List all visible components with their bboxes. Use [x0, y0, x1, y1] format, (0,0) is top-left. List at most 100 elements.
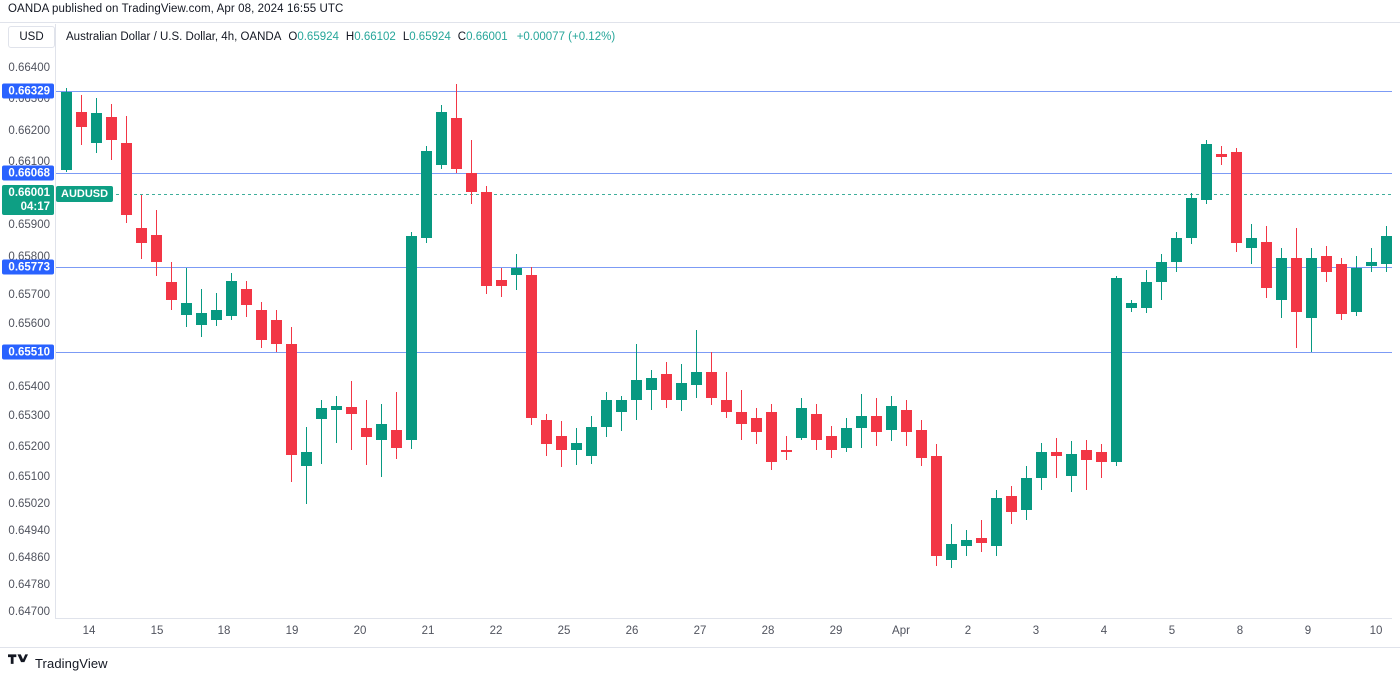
candle-body[interactable] — [1051, 452, 1062, 456]
candle-body[interactable] — [286, 344, 297, 455]
candle-body[interactable] — [166, 282, 177, 300]
candle-body[interactable] — [1351, 268, 1362, 312]
candle-body[interactable] — [1021, 478, 1032, 510]
price-line-0.66329[interactable] — [56, 91, 1392, 92]
candle-body[interactable] — [1321, 256, 1332, 272]
candle-body[interactable] — [1171, 238, 1182, 262]
candle-body[interactable] — [1366, 262, 1377, 266]
candle-body[interactable] — [346, 407, 357, 414]
candle-body[interactable] — [1096, 452, 1107, 462]
candle-body[interactable] — [61, 92, 72, 170]
candle-body[interactable] — [256, 310, 267, 340]
candle-body[interactable] — [91, 113, 102, 143]
candle-body[interactable] — [226, 281, 237, 316]
candle-body[interactable] — [331, 406, 342, 410]
candle-body[interactable] — [871, 416, 882, 432]
candle-body[interactable] — [556, 436, 567, 450]
candle-body[interactable] — [406, 236, 417, 440]
candle-body[interactable] — [466, 173, 477, 192]
candle-body[interactable] — [676, 383, 687, 400]
candle-body[interactable] — [181, 303, 192, 315]
candle-body[interactable] — [121, 143, 132, 215]
price-line-badge[interactable]: 0.65773 — [2, 259, 54, 275]
candle-body[interactable] — [736, 412, 747, 424]
candle-body[interactable] — [1306, 258, 1317, 318]
candle-body[interactable] — [856, 416, 867, 428]
price-axis[interactable]: 0.66400 0.66300 0.66200 0.66100 0.65900 0.658… — [0, 49, 56, 618]
candle-body[interactable] — [751, 418, 762, 432]
price-line-0.66068[interactable] — [56, 173, 1392, 174]
chart-plot-area[interactable]: AUDUSD — [56, 49, 1392, 617]
candle-body[interactable] — [706, 372, 717, 398]
candle-body[interactable] — [661, 374, 672, 400]
candle-body[interactable] — [421, 151, 432, 238]
candle-body[interactable] — [931, 456, 942, 556]
candle-body[interactable] — [1231, 152, 1242, 243]
candle-body[interactable] — [1291, 258, 1302, 312]
candle-body[interactable] — [796, 408, 807, 438]
candle-body[interactable] — [196, 313, 207, 325]
symbol-tag[interactable]: AUDUSD — [56, 186, 114, 202]
legend-symbol-description[interactable]: Australian Dollar / U.S. Dollar, 4h, OAN… — [66, 31, 282, 43]
candle-body[interactable] — [976, 538, 987, 543]
candle-body[interactable] — [1156, 262, 1167, 282]
time-axis[interactable]: 14 15 18 19 20 21 22 25 26 27 28 29 Apr 2 3 4 5 8 9 10 — [56, 619, 1392, 645]
candle-body[interactable] — [1201, 144, 1212, 200]
candle-body[interactable] — [451, 118, 462, 169]
candle-body[interactable] — [1006, 496, 1017, 512]
candle-body[interactable] — [631, 380, 642, 400]
candle-body[interactable] — [961, 540, 972, 546]
candle-body[interactable] — [886, 406, 897, 430]
candle-body[interactable] — [841, 428, 852, 448]
candle-body[interactable] — [211, 310, 222, 320]
candle-body[interactable] — [766, 412, 777, 462]
candle-body[interactable] — [481, 192, 492, 286]
current-price-badge[interactable]: 0.66001 04:17 — [2, 185, 54, 215]
candle-body[interactable] — [916, 430, 927, 458]
price-line-badge[interactable]: 0.66068 — [2, 165, 54, 181]
candle-body[interactable] — [151, 235, 162, 262]
candle-body[interactable] — [991, 498, 1002, 546]
candle-body[interactable] — [301, 452, 312, 466]
candle-body[interactable] — [541, 420, 552, 444]
candle-body[interactable] — [691, 372, 702, 385]
candle-body[interactable] — [241, 289, 252, 305]
candle-body[interactable] — [1126, 303, 1137, 308]
candle-body[interactable] — [436, 112, 447, 165]
candle-body[interactable] — [271, 320, 282, 344]
candle-body[interactable] — [1036, 452, 1047, 478]
candle-body[interactable] — [1066, 454, 1077, 476]
price-line-badge[interactable]: 0.66329 — [2, 83, 54, 99]
candle-body[interactable] — [646, 378, 657, 390]
candle-body[interactable] — [721, 400, 732, 412]
candle-body[interactable] — [811, 414, 822, 440]
candle-body[interactable] — [1111, 278, 1122, 462]
candle-body[interactable] — [616, 400, 627, 412]
candle-body[interactable] — [1336, 264, 1347, 314]
candle-body[interactable] — [136, 228, 147, 243]
candle-body[interactable] — [781, 450, 792, 452]
candle-body[interactable] — [901, 410, 912, 432]
candle-body[interactable] — [1216, 154, 1227, 157]
candle-body[interactable] — [316, 408, 327, 419]
candle-body[interactable] — [826, 436, 837, 450]
candle-body[interactable] — [1381, 236, 1392, 264]
candle-body[interactable] — [526, 275, 537, 418]
candle-body[interactable] — [946, 544, 957, 560]
candle-body[interactable] — [496, 280, 507, 286]
currency-badge[interactable]: USD — [8, 26, 55, 48]
price-line-0.66001[interactable] — [56, 194, 1392, 195]
candle-body[interactable] — [1261, 242, 1272, 288]
candle-body[interactable] — [361, 428, 372, 437]
candle-body[interactable] — [1246, 238, 1257, 248]
candle-body[interactable] — [511, 268, 522, 275]
candle-body[interactable] — [391, 430, 402, 448]
price-line-0.65773[interactable] — [56, 267, 1392, 268]
candle-body[interactable] — [1141, 282, 1152, 308]
candle-body[interactable] — [376, 424, 387, 440]
candle-body[interactable] — [1081, 450, 1092, 460]
price-line-badge[interactable]: 0.65510 — [2, 344, 54, 360]
candle-body[interactable] — [571, 443, 582, 450]
price-line-0.6551[interactable] — [56, 352, 1392, 353]
candle-body[interactable] — [1276, 258, 1287, 300]
